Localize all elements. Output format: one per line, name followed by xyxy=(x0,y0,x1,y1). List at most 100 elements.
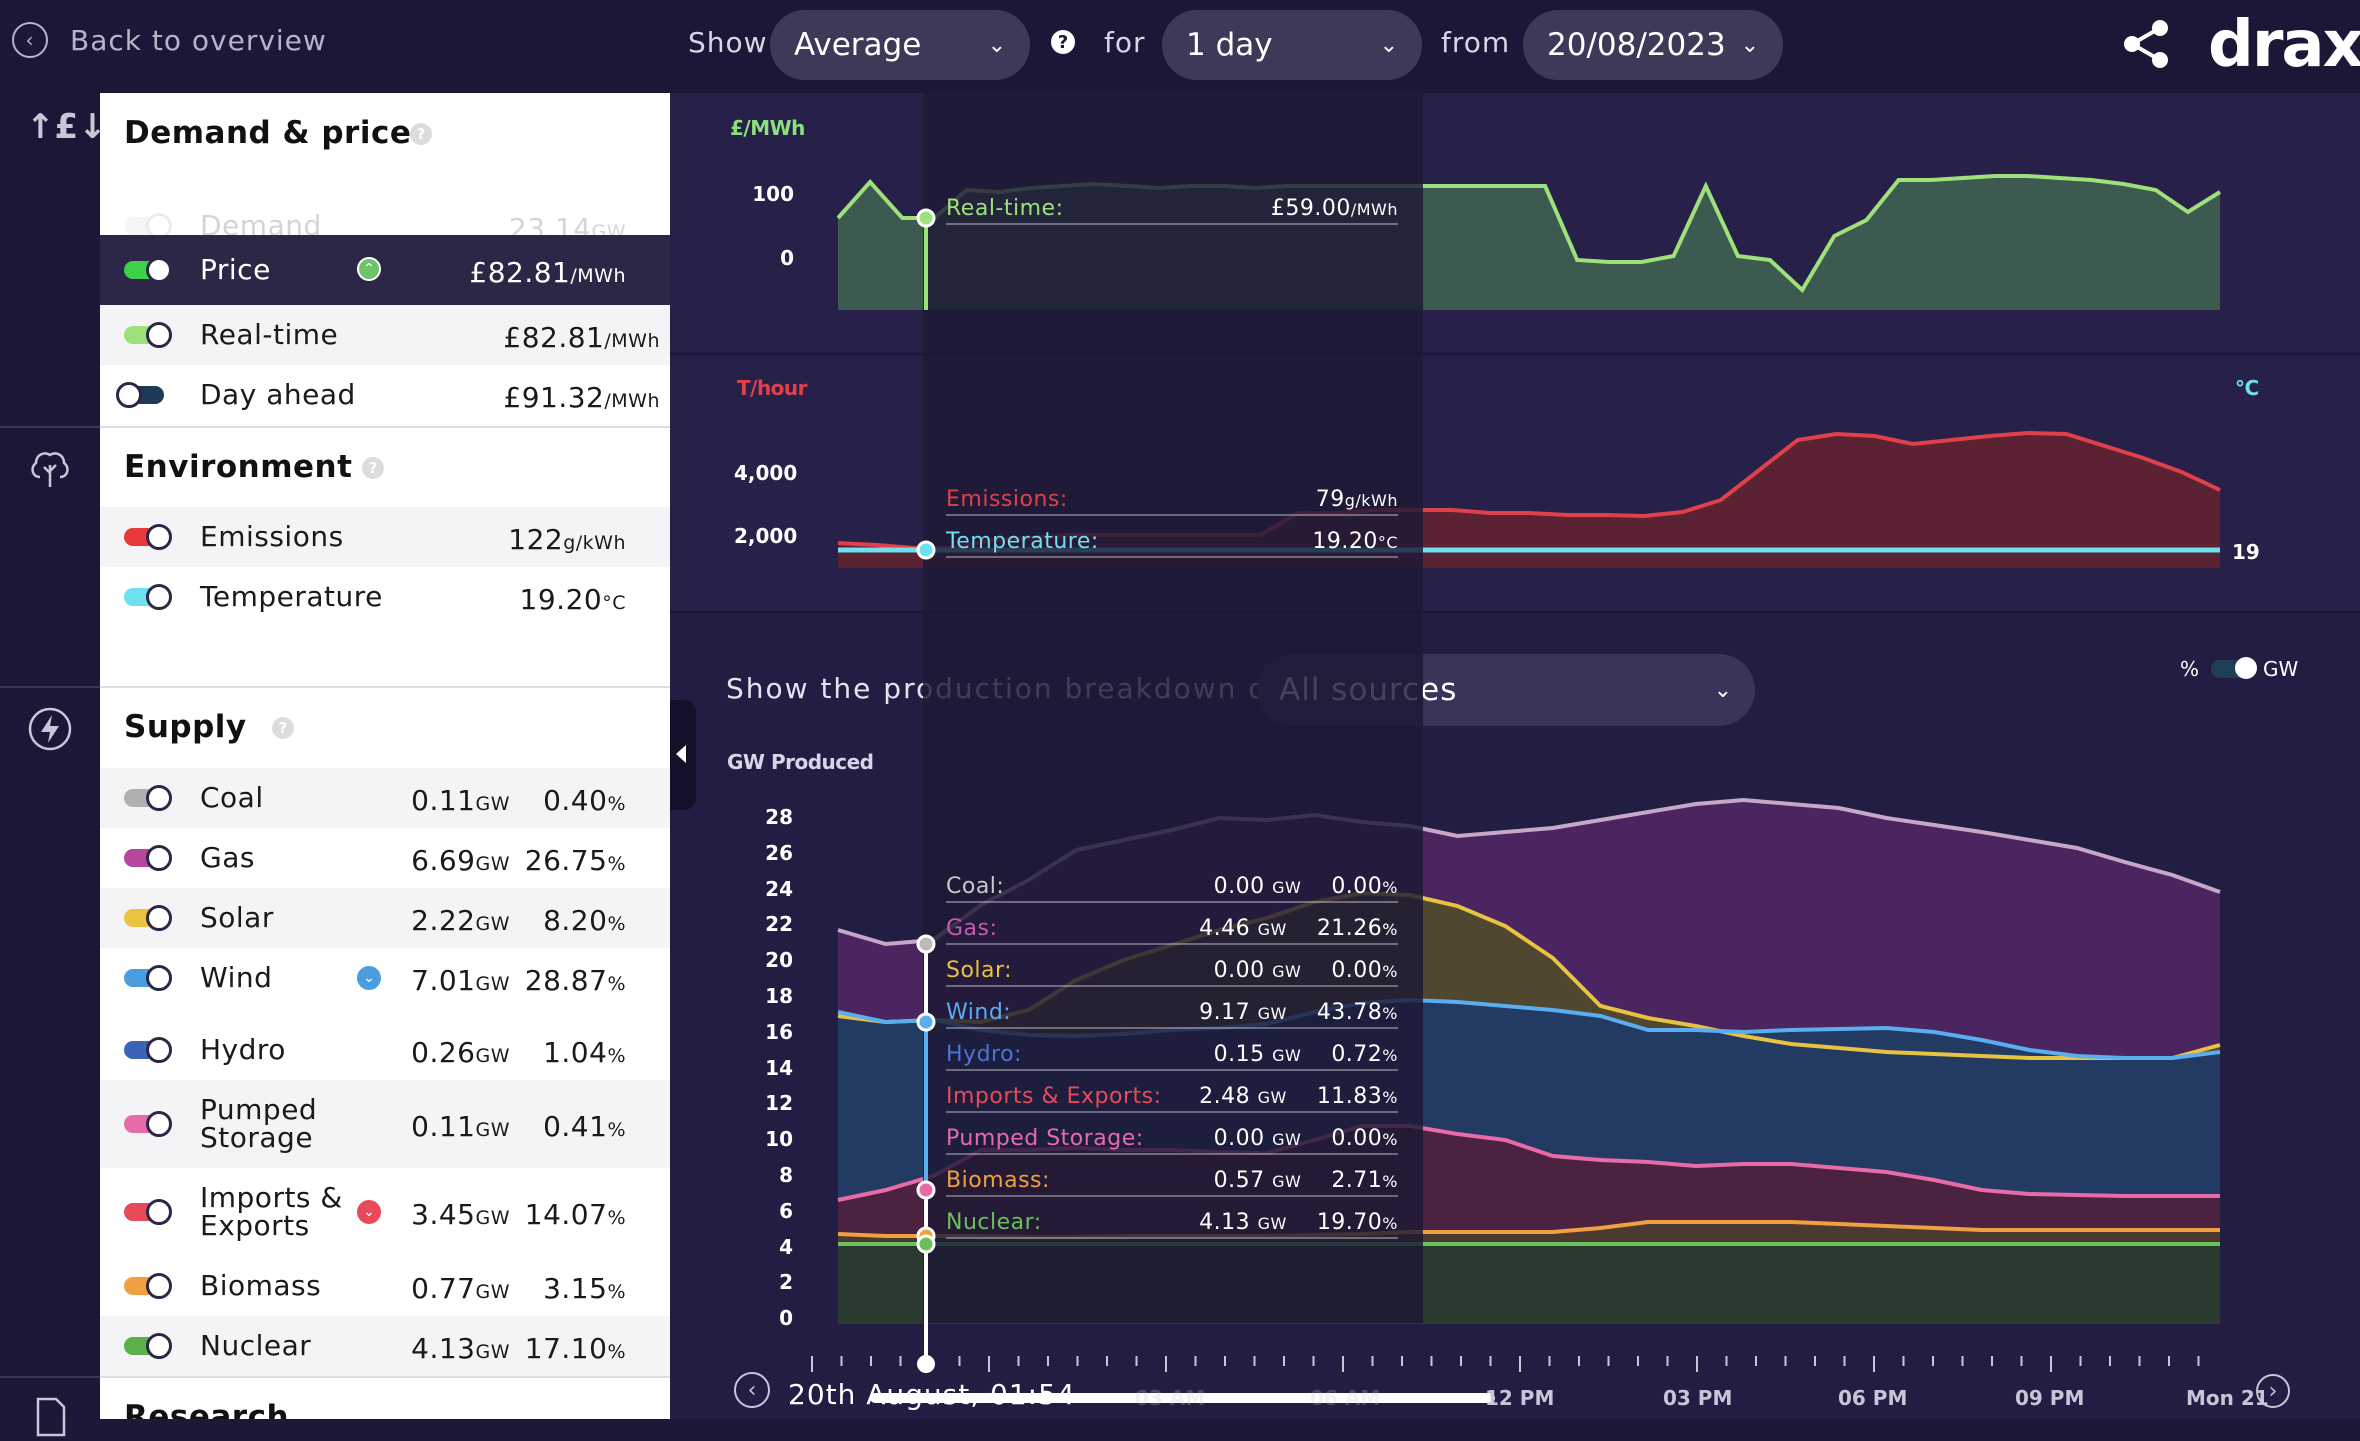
supply-toggle[interactable] xyxy=(124,1273,172,1299)
supply-label-line: Coal xyxy=(200,781,264,814)
supply-label-line: Wind xyxy=(200,961,273,994)
supply-tooltip-row: Wind: 9.17 GW 43.78% xyxy=(946,1000,1398,1029)
supply-toggle[interactable] xyxy=(124,1111,172,1137)
supply-row-hydro[interactable]: Hydro 0.26GW 1.04% xyxy=(100,1020,670,1080)
wind-cursor-dot xyxy=(916,1012,936,1032)
supply-label: Pumped Storage xyxy=(200,1096,317,1152)
supply-toggle[interactable] xyxy=(124,905,172,931)
supply-pct-value: 28.87% xyxy=(524,964,626,997)
supply-toggle[interactable] xyxy=(124,965,172,991)
supply-toggle[interactable] xyxy=(124,785,172,811)
temperature-row[interactable]: Temperature 19.20°C xyxy=(100,567,670,627)
date-select[interactable]: 20/08/2023 ⌄ xyxy=(1523,10,1783,80)
real-time-toggle[interactable] xyxy=(124,322,172,348)
supply-gw-value: 0.77GW xyxy=(411,1272,510,1305)
timeline-scrubber[interactable] xyxy=(870,1393,1495,1403)
timeline-cursor-dot[interactable] xyxy=(917,1355,935,1373)
real-time-row[interactable]: Real-time £82.81/MWh xyxy=(100,305,670,365)
supply-unit-label: GW Produced xyxy=(727,750,874,774)
supply-toggle[interactable] xyxy=(124,1037,172,1063)
supply-row-solar[interactable]: Solar 2.22GW 8.20% xyxy=(100,888,670,948)
real-time-value: £82.81/MWh xyxy=(503,321,660,354)
supply-gw-value: 3.45GW xyxy=(411,1198,510,1231)
research-title: Research xyxy=(124,1399,290,1419)
demand-row[interactable]: Demand 23.14GW xyxy=(100,201,670,251)
tooltip-label: Nuclear: xyxy=(946,1210,1042,1235)
drax-logo[interactable]: drax xyxy=(2208,8,2360,82)
help-icon[interactable]: ? xyxy=(1051,30,1075,54)
price-row[interactable]: Price ⌃ £82.81/MWh xyxy=(100,235,670,305)
supply-gw-value: 0.11GW xyxy=(411,784,510,817)
supply-toggle[interactable] xyxy=(124,1199,172,1225)
day-ahead-row[interactable]: Day ahead £91.32/MWh xyxy=(100,365,670,425)
supply-label: Imports & Exports xyxy=(200,1184,343,1240)
supply-label-line: Nuclear xyxy=(200,1329,312,1362)
help-icon[interactable]: ? xyxy=(272,717,294,739)
tooltip-value: 0.00 GW 0.00% xyxy=(1213,958,1398,983)
tooltip-value: 79g/kWh xyxy=(1315,487,1398,512)
supply-row-coal[interactable]: Coal 0.11GW 0.40% xyxy=(100,768,670,828)
supply-label-line: Biomass xyxy=(200,1269,322,1302)
demand-toggle[interactable] xyxy=(124,213,172,239)
supply-pct-value: 0.40% xyxy=(543,784,626,817)
day-ahead-toggle[interactable] xyxy=(116,382,164,408)
supply-pct-value: 26.75% xyxy=(524,844,626,877)
supply-row-biomass[interactable]: Biomass 0.77GW 3.15% xyxy=(100,1256,670,1316)
unit-toggle[interactable]: % GW xyxy=(2180,657,2298,681)
supply-tick: 28 xyxy=(765,805,793,829)
date-select-value: 20/08/2023 xyxy=(1547,27,1726,63)
collapse-panel-handle[interactable] xyxy=(670,700,696,810)
supply-row-gas[interactable]: Gas 6.69GW 26.75% xyxy=(100,828,670,888)
chevron-down-icon[interactable]: ⌄ xyxy=(357,1200,381,1224)
emissions-row[interactable]: Emissions 122g/kWh xyxy=(100,507,670,567)
supply-label: Gas xyxy=(200,844,255,872)
supply-row-wind[interactable]: Wind ⌄ 7.01GW 28.87% xyxy=(100,948,670,1008)
lightning-icon[interactable] xyxy=(26,705,74,753)
tooltip-label: Temperature: xyxy=(946,529,1099,554)
supply-pct-value: 0.41% xyxy=(543,1110,626,1143)
period-select[interactable]: 1 day ⌄ xyxy=(1162,10,1422,80)
tooltip-value: 19.20°C xyxy=(1312,529,1398,554)
share-icon[interactable] xyxy=(2118,16,2174,72)
supply-row-imports[interactable]: Imports & Exports ⌄ 3.45GW 14.07% xyxy=(100,1168,670,1256)
env-tooltip-row: Emissions: 79g/kWh xyxy=(946,487,1398,516)
show-select[interactable]: Average ⌄ xyxy=(770,10,1030,80)
supply-row-nuclear[interactable]: Nuclear 4.13GW 17.10% xyxy=(100,1316,670,1376)
tree-icon[interactable] xyxy=(26,443,74,491)
supply-label-line: Exports xyxy=(200,1209,310,1242)
emissions-value: 122g/kWh xyxy=(508,523,626,556)
chevron-left-icon: ‹ xyxy=(12,22,48,58)
supply-label: Hydro xyxy=(200,1036,286,1064)
price-toggle[interactable] xyxy=(124,257,172,283)
price-cursor-dot xyxy=(916,208,936,228)
supply-title: Supply xyxy=(124,709,247,745)
supply-tick: 2 xyxy=(779,1270,793,1295)
price-tick: 100 xyxy=(752,182,794,206)
chevron-down-icon[interactable]: ⌄ xyxy=(357,966,381,990)
supply-toggle[interactable] xyxy=(124,845,172,871)
x-axis-label: 09 PM xyxy=(2015,1386,2085,1410)
help-icon[interactable]: ? xyxy=(362,457,384,479)
temperature-toggle[interactable] xyxy=(124,584,172,610)
emissions-toggle[interactable] xyxy=(124,524,172,550)
divider xyxy=(0,1376,100,1378)
unit-switch[interactable] xyxy=(2211,657,2258,679)
emissions-area xyxy=(838,433,2220,568)
tooltip-label: Emissions: xyxy=(946,487,1068,512)
timeline-prev-button[interactable]: ‹ xyxy=(734,1372,770,1408)
supply-toggle[interactable] xyxy=(124,1333,172,1359)
price-value: £82.81/MWh xyxy=(469,256,626,289)
timeline-next-button[interactable]: › xyxy=(2256,1374,2290,1408)
supply-row-pumped[interactable]: Pumped Storage 0.11GW 0.41% xyxy=(100,1080,670,1168)
temperature-label: Temperature xyxy=(200,580,383,613)
back-to-overview-link[interactable]: ‹ Back to overview xyxy=(12,22,327,58)
supply-gw-value: 0.26GW xyxy=(411,1036,510,1069)
supply-gw-value: 7.01GW xyxy=(411,964,510,997)
tooltip-label: Pumped Storage: xyxy=(946,1126,1144,1151)
supply-label: Nuclear xyxy=(200,1332,311,1360)
back-label: Back to overview xyxy=(70,23,327,57)
help-icon[interactable]: ? xyxy=(410,123,432,145)
chevron-up-icon[interactable]: ⌃ xyxy=(357,257,381,281)
nuclear-cursor-dot xyxy=(916,1234,936,1254)
supply-label-line: Imports & xyxy=(200,1181,343,1214)
